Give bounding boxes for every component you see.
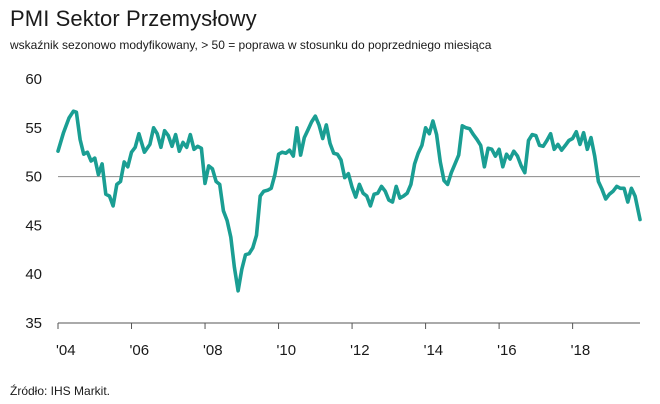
- x-tick-label: '14: [424, 342, 444, 359]
- y-tick-label: 60: [25, 71, 42, 88]
- y-tick-label: 50: [25, 169, 42, 186]
- chart-subtitle: wskaźnik sezonowo modyfikowany, > 50 = p…: [10, 38, 492, 52]
- x-tick-label: '10: [277, 342, 297, 359]
- x-tick-label: '16: [497, 342, 517, 359]
- series-group: [56, 109, 642, 293]
- y-tick-label: 45: [25, 217, 42, 234]
- chart-title: PMI Sektor Przemysłowy: [10, 6, 257, 31]
- source-note: Źródło: IHS Markit.: [10, 384, 111, 398]
- x-tick-label: '06: [130, 342, 150, 359]
- x-tick-label: '12: [350, 342, 370, 359]
- x-tick-label: '04: [56, 342, 76, 359]
- x-axis-ticks: '04 '06 '08 '10 '12 '14 '16 '18: [56, 323, 590, 359]
- y-tick-label: 40: [25, 266, 42, 283]
- x-tick-label: '18: [571, 342, 591, 359]
- y-axis-ticks: 60 55 50 45 40 35: [25, 71, 42, 332]
- x-tick-label: '08: [203, 342, 223, 359]
- series-line-pmi: [56, 109, 642, 293]
- y-tick-label: 55: [25, 120, 42, 137]
- y-tick-label: 35: [25, 315, 42, 332]
